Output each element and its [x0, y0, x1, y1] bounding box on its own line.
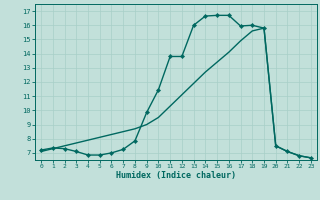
- X-axis label: Humidex (Indice chaleur): Humidex (Indice chaleur): [116, 171, 236, 180]
